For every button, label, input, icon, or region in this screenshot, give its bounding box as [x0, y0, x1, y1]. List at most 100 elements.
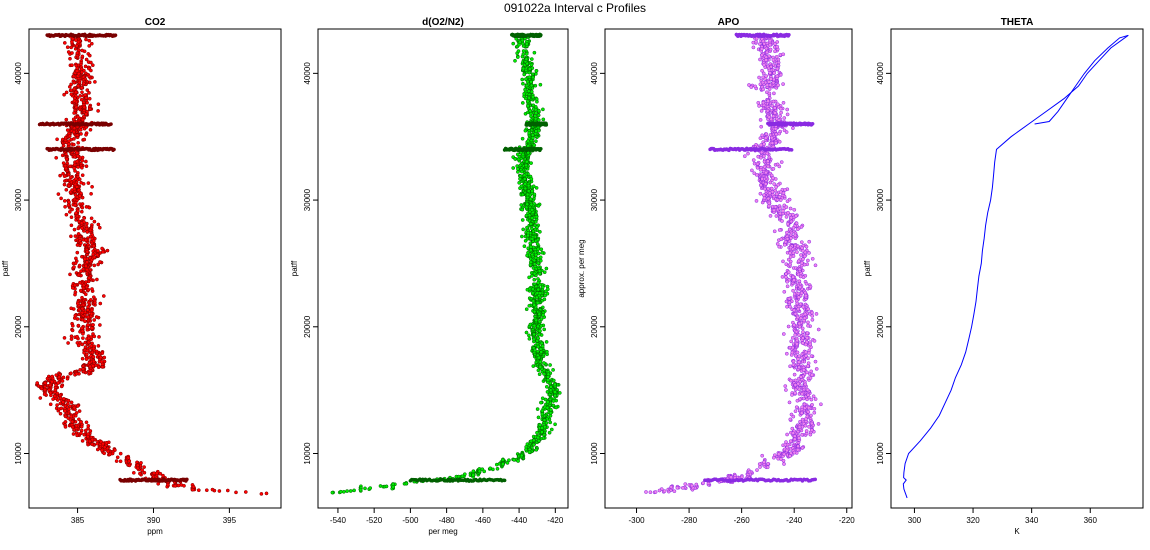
- data-point: [70, 286, 75, 290]
- data-point: [73, 177, 78, 181]
- data-point: [74, 105, 79, 110]
- data-point: [91, 323, 95, 327]
- data-point: [810, 317, 815, 322]
- data-point: [217, 489, 222, 493]
- data-point: [782, 462, 786, 466]
- data-point: [529, 202, 534, 207]
- data-point: [553, 390, 557, 394]
- data-point: [516, 170, 520, 174]
- data-point: [92, 334, 97, 339]
- data-point: [90, 287, 94, 291]
- data-point: [536, 113, 541, 118]
- data-point: [65, 376, 70, 381]
- data-point: [767, 91, 772, 96]
- data-point: [67, 134, 72, 138]
- data-point: [792, 372, 797, 377]
- data-point: [793, 391, 797, 395]
- y-tick-label: 10000: [14, 442, 23, 465]
- data-point: [96, 365, 101, 370]
- data-point: [98, 301, 103, 306]
- y-axis-label: patff: [1, 260, 10, 276]
- data-point: [234, 490, 238, 495]
- data-point: [759, 150, 764, 155]
- data-point: [531, 75, 535, 80]
- data-point: [74, 411, 79, 415]
- data-point: [500, 458, 505, 462]
- data-point: [76, 323, 81, 328]
- y-tick-label: 30000: [14, 188, 23, 211]
- data-point: [48, 402, 53, 407]
- data-point: [538, 255, 543, 260]
- data-point: [64, 157, 69, 161]
- data-point: [118, 459, 123, 464]
- data-point: [531, 229, 536, 234]
- data-point: [460, 474, 465, 479]
- data-point: [70, 39, 74, 44]
- data-point: [804, 429, 809, 433]
- data-point: [87, 360, 92, 365]
- data-point: [471, 473, 476, 478]
- data-point: [790, 335, 795, 340]
- data-point: [527, 67, 532, 71]
- data-point: [61, 400, 65, 404]
- data-point: [62, 174, 67, 179]
- data-point: [115, 455, 120, 460]
- data-point: [795, 350, 800, 355]
- data-point: [529, 177, 534, 181]
- data-point: [210, 487, 215, 492]
- data-point: [50, 379, 54, 384]
- data-point: [785, 112, 790, 117]
- data-point: [243, 490, 248, 494]
- data-point: [540, 426, 544, 430]
- data-point: [551, 368, 555, 372]
- data-point: [765, 465, 770, 470]
- data-point: [776, 452, 781, 456]
- data-point: [547, 430, 552, 435]
- data-point: [77, 409, 82, 413]
- data-point: [88, 364, 92, 369]
- data-point: [525, 202, 530, 207]
- data-point: [536, 108, 541, 113]
- x-tick-label: -480: [439, 516, 456, 525]
- x-tick-label: -260: [734, 516, 751, 525]
- data-point: [520, 101, 525, 105]
- data-point: [774, 214, 779, 218]
- data-point: [72, 265, 76, 269]
- plot-area: [330, 32, 562, 495]
- data-point: [126, 455, 131, 460]
- data-point: [75, 51, 80, 55]
- data-point: [102, 451, 107, 456]
- data-point: [528, 260, 533, 265]
- data-point: [778, 106, 783, 111]
- band-point: [109, 122, 113, 126]
- data-point: [524, 163, 528, 168]
- chart-title: d(O2/N2): [422, 17, 464, 28]
- data-point: [644, 490, 648, 494]
- data-point: [768, 180, 773, 185]
- data-point: [81, 81, 86, 86]
- data-point: [761, 39, 766, 44]
- data-point: [535, 225, 539, 229]
- data-point: [755, 165, 760, 170]
- data-point: [176, 483, 181, 488]
- data-point: [803, 250, 808, 255]
- data-point: [80, 195, 85, 200]
- data-point: [781, 458, 786, 463]
- data-point: [477, 469, 482, 474]
- data-point: [47, 387, 52, 392]
- data-point: [488, 466, 493, 471]
- data-point: [810, 314, 815, 318]
- data-point: [551, 399, 556, 403]
- data-point: [89, 326, 94, 331]
- data-point: [535, 300, 540, 305]
- data-point: [535, 430, 539, 435]
- data-point: [772, 91, 776, 96]
- data-point: [462, 472, 467, 477]
- data-point: [91, 244, 96, 248]
- data-point: [131, 470, 136, 475]
- data-point: [84, 264, 88, 269]
- data-point: [548, 420, 553, 425]
- data-point: [59, 196, 63, 201]
- data-point: [529, 83, 534, 88]
- data-point: [90, 442, 95, 447]
